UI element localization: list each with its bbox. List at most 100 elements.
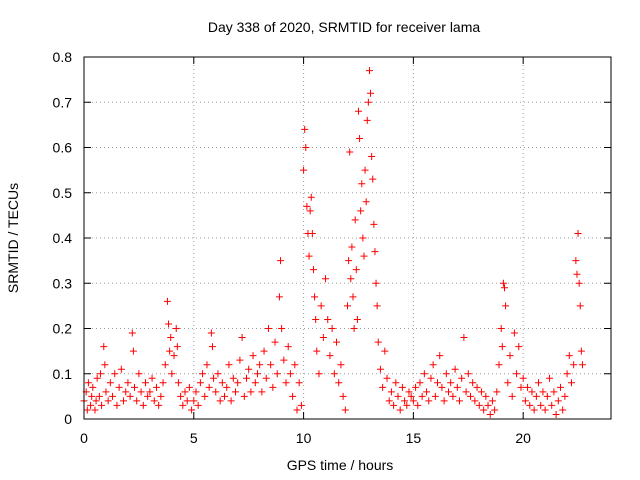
data-point bbox=[578, 361, 586, 369]
x-tick-label: 10 bbox=[296, 430, 312, 446]
data-point bbox=[262, 374, 270, 382]
data-point bbox=[236, 356, 244, 364]
data-point bbox=[139, 401, 147, 409]
data-point bbox=[218, 379, 226, 387]
data-point bbox=[361, 166, 369, 174]
data-point bbox=[353, 315, 361, 323]
data-point bbox=[517, 383, 525, 391]
data-point bbox=[360, 252, 368, 260]
data-point bbox=[499, 279, 507, 287]
data-point bbox=[574, 229, 582, 237]
data-point bbox=[109, 392, 117, 400]
data-point bbox=[541, 406, 549, 414]
data-point bbox=[126, 392, 134, 400]
data-point bbox=[363, 116, 371, 124]
data-point bbox=[453, 383, 461, 391]
data-point bbox=[347, 275, 355, 283]
data-point bbox=[173, 343, 181, 351]
data-point bbox=[350, 325, 358, 332]
data-point bbox=[253, 370, 261, 378]
data-point bbox=[344, 302, 351, 310]
data-point bbox=[183, 397, 191, 405]
data-point bbox=[124, 379, 132, 387]
data-point bbox=[167, 334, 175, 342]
data-point bbox=[416, 379, 424, 387]
data-point bbox=[396, 406, 404, 414]
data-point bbox=[157, 392, 165, 400]
data-point bbox=[368, 153, 376, 161]
data-point bbox=[307, 193, 315, 201]
data-point bbox=[537, 401, 545, 409]
data-point bbox=[493, 388, 501, 396]
data-point bbox=[548, 401, 556, 409]
data-point bbox=[394, 392, 402, 400]
data-point bbox=[309, 266, 317, 274]
data-point bbox=[495, 361, 503, 369]
data-point bbox=[477, 388, 485, 396]
data-point bbox=[87, 401, 95, 409]
data-point bbox=[168, 370, 176, 378]
data-point bbox=[431, 392, 439, 400]
data-point bbox=[289, 392, 297, 400]
data-point bbox=[333, 338, 341, 346]
data-point bbox=[462, 388, 470, 396]
data-point bbox=[260, 347, 268, 355]
data-point bbox=[528, 388, 536, 396]
data-point bbox=[115, 383, 123, 391]
data-point bbox=[148, 374, 156, 382]
data-point bbox=[84, 379, 92, 387]
data-point bbox=[150, 397, 158, 405]
data-point bbox=[379, 383, 387, 391]
data-point bbox=[166, 347, 174, 355]
y-tick-label: 0.3 bbox=[53, 275, 73, 291]
data-point bbox=[484, 401, 492, 409]
data-point bbox=[373, 302, 381, 310]
data-point bbox=[354, 107, 362, 115]
data-point bbox=[300, 166, 308, 174]
data-point bbox=[315, 370, 323, 378]
data-point bbox=[565, 352, 573, 360]
data-point bbox=[203, 361, 211, 369]
data-point bbox=[510, 329, 518, 337]
data-point bbox=[515, 343, 523, 351]
data-point bbox=[357, 207, 365, 215]
data-point bbox=[546, 374, 554, 382]
data-point bbox=[488, 397, 496, 405]
data-point bbox=[491, 406, 499, 414]
data-point bbox=[120, 397, 128, 405]
data-point bbox=[251, 379, 259, 387]
data-point bbox=[532, 392, 540, 400]
data-point bbox=[238, 334, 246, 342]
data-point bbox=[466, 392, 474, 400]
data-point bbox=[449, 392, 457, 400]
data-point bbox=[482, 392, 490, 400]
data-point bbox=[550, 388, 558, 396]
data-point bbox=[208, 343, 216, 351]
data-point bbox=[93, 374, 101, 382]
data-point bbox=[188, 406, 196, 414]
data-point bbox=[214, 370, 222, 378]
data-point bbox=[502, 302, 510, 310]
data-point bbox=[172, 325, 180, 332]
data-point bbox=[308, 229, 316, 237]
data-point bbox=[403, 401, 411, 409]
data-point bbox=[122, 388, 130, 396]
data-point bbox=[229, 374, 237, 382]
data-point bbox=[181, 388, 189, 396]
y-tick-label: 0.6 bbox=[53, 140, 73, 156]
data-point bbox=[322, 275, 330, 283]
x-tick-label: 20 bbox=[515, 430, 531, 446]
data-point bbox=[370, 220, 378, 228]
data-point bbox=[352, 266, 360, 274]
data-point bbox=[359, 234, 367, 242]
data-point bbox=[201, 392, 209, 400]
data-point bbox=[196, 379, 204, 387]
data-point bbox=[155, 401, 163, 409]
data-point bbox=[185, 383, 193, 391]
data-point bbox=[567, 379, 575, 387]
data-point bbox=[362, 198, 370, 206]
data-point bbox=[575, 279, 583, 287]
data-point bbox=[570, 361, 578, 369]
data-point bbox=[392, 379, 400, 387]
data-point bbox=[286, 370, 294, 378]
